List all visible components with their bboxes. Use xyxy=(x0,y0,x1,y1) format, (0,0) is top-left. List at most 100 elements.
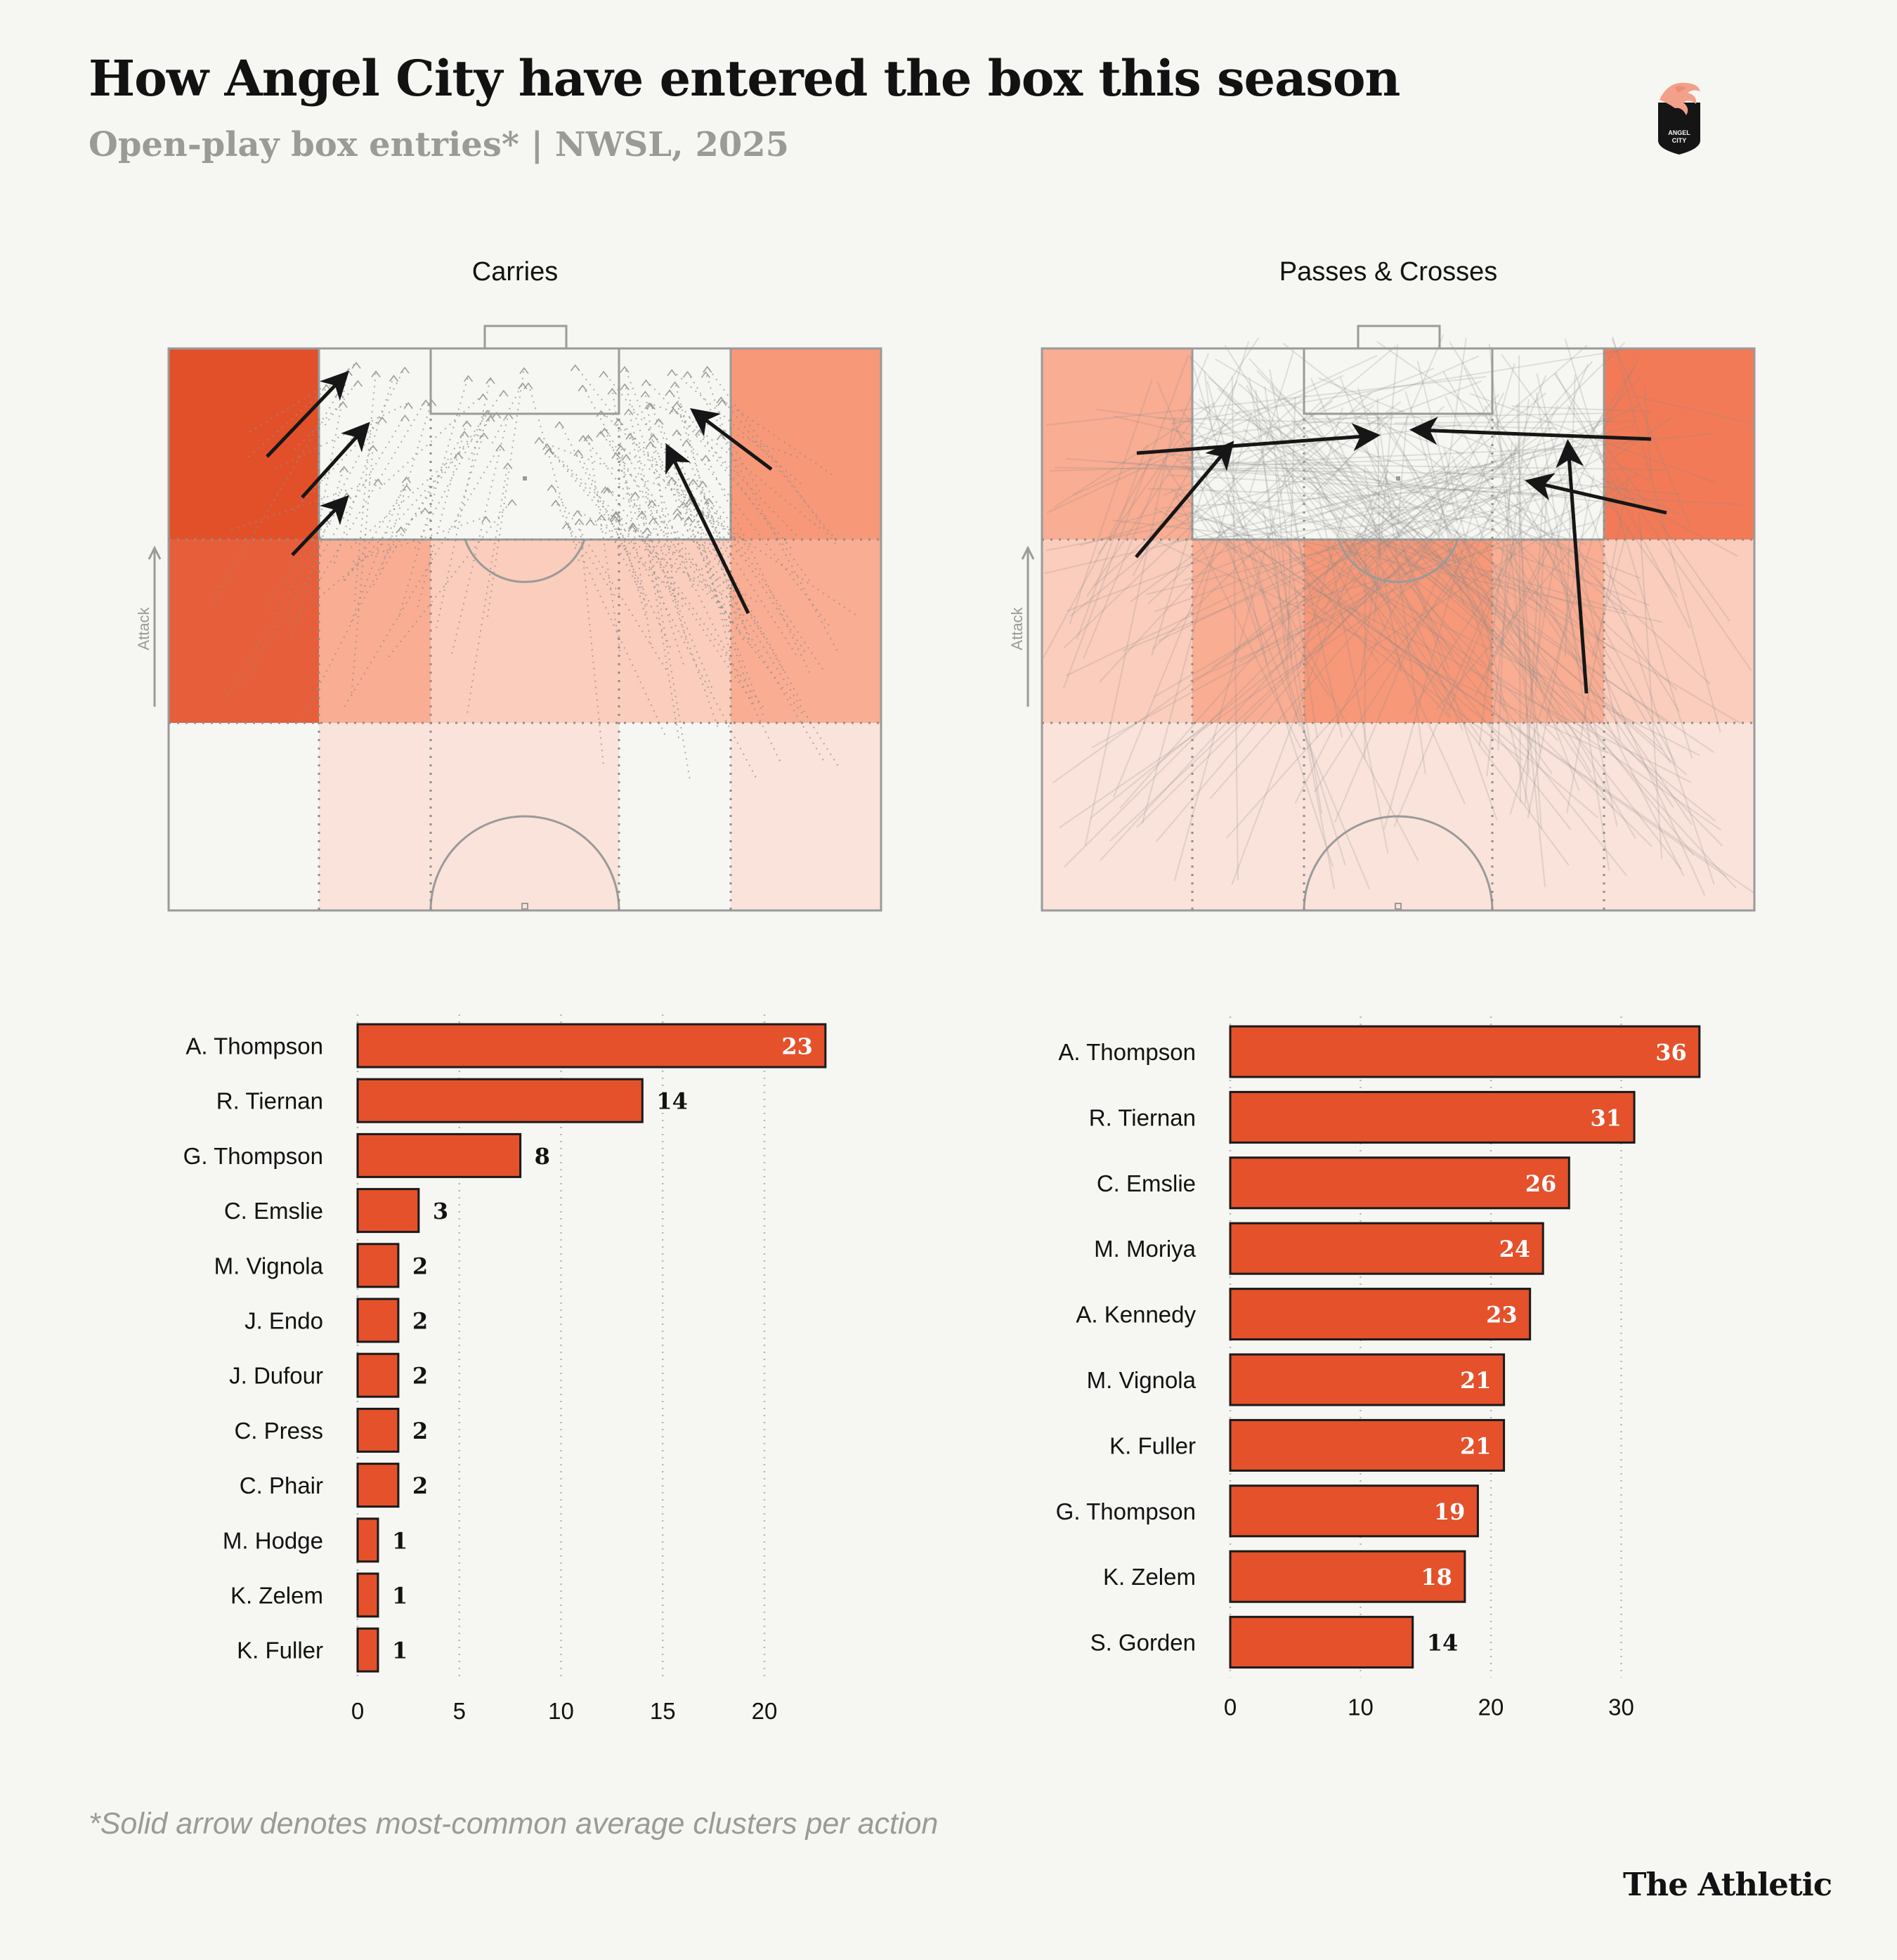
attack-label: Attack xyxy=(135,606,152,650)
heat-zone xyxy=(1604,348,1754,540)
data-label: 14 xyxy=(656,1088,688,1115)
svg-text:CITY: CITY xyxy=(1672,137,1687,144)
bar xyxy=(1229,1418,1506,1472)
cluster-arrow xyxy=(690,408,773,471)
data-label: 2 xyxy=(412,1363,428,1390)
cluster-arrow xyxy=(301,422,370,499)
heat-zone xyxy=(431,540,619,723)
category-label: M. Hodge xyxy=(223,1527,323,1553)
bar xyxy=(356,1188,420,1234)
passes-panel-title: Passes & Crosses xyxy=(1279,257,1498,287)
bar xyxy=(1229,1353,1506,1406)
category-label: K. Fuller xyxy=(1109,1432,1196,1458)
cluster-arrow xyxy=(1136,423,1381,455)
bar xyxy=(1229,1288,1532,1341)
category-label: K. Zelem xyxy=(230,1583,323,1609)
chart-title: How Angel City have entered the box this… xyxy=(89,49,1400,107)
cluster-arrow xyxy=(1135,440,1234,558)
bar xyxy=(356,1627,379,1673)
bar xyxy=(356,1078,644,1123)
data-label: 23 xyxy=(1486,1302,1518,1328)
category-label: G. Thompson xyxy=(183,1143,323,1169)
cluster-arrow xyxy=(1525,473,1667,515)
heat-zone xyxy=(1604,540,1754,723)
data-label: 2 xyxy=(412,1308,428,1335)
x-tick-label: 30 xyxy=(1608,1694,1634,1720)
category-label: M. Vignola xyxy=(1087,1367,1197,1393)
attack-arrow-head xyxy=(1021,545,1035,560)
data-label: 2 xyxy=(412,1472,428,1499)
category-label: J. Endo xyxy=(245,1308,323,1334)
category-label: K. Zelem xyxy=(1103,1564,1196,1590)
category-label: C. Emslie xyxy=(1097,1170,1196,1196)
data-label: 21 xyxy=(1460,1367,1492,1394)
x-tick-label: 10 xyxy=(548,1698,574,1724)
centre-spot xyxy=(1395,903,1402,910)
category-label: A. Thompson xyxy=(1058,1039,1196,1065)
cluster-arrow xyxy=(1409,417,1652,445)
category-label: J. Dufour xyxy=(229,1363,323,1389)
heat-zone xyxy=(169,723,319,910)
x-tick-label: 10 xyxy=(1348,1694,1374,1720)
data-label: 23 xyxy=(781,1033,813,1060)
category-label: M. Moriya xyxy=(1094,1236,1196,1262)
x-tick-label: 0 xyxy=(351,1698,364,1724)
heat-zone xyxy=(1192,723,1304,910)
heat-zone xyxy=(1042,723,1192,910)
category-label: A. Kennedy xyxy=(1076,1302,1196,1328)
category-label: C. Press xyxy=(234,1418,323,1444)
heat-zone xyxy=(1492,723,1604,910)
bar xyxy=(356,1023,827,1069)
bar xyxy=(356,1407,400,1453)
pitch-lines xyxy=(167,325,882,912)
data-label: 1 xyxy=(392,1638,408,1664)
category-label: G. Thompson xyxy=(1056,1498,1196,1524)
heat-zone xyxy=(1042,348,1192,540)
heat-zone xyxy=(731,723,881,910)
heat-zone xyxy=(319,723,431,910)
bar xyxy=(356,1352,400,1398)
penalty-arc xyxy=(1337,539,1459,583)
the-athletic-brand: The Athletic xyxy=(1623,1866,1832,1903)
category-label: C. Phair xyxy=(240,1472,323,1498)
heat-zone xyxy=(619,540,731,723)
category-label: R. Tiernan xyxy=(1089,1104,1196,1130)
cluster-arrow xyxy=(1556,439,1589,694)
pitch-carries: Attack xyxy=(135,325,882,912)
footnote: *Solid arrow denotes most-common average… xyxy=(89,1807,939,1841)
heat-zone xyxy=(1304,540,1492,723)
category-label: S. Gorden xyxy=(1090,1630,1196,1656)
pitch-lines xyxy=(1041,325,1756,912)
bar xyxy=(356,1132,522,1178)
goal xyxy=(1357,325,1441,350)
pitch-passes: Attack xyxy=(1008,325,1756,912)
heat-zone xyxy=(731,348,881,540)
cluster-arrows xyxy=(266,370,773,615)
penalty-arc xyxy=(464,539,586,583)
data-label: 19 xyxy=(1434,1498,1466,1525)
data-label: 3 xyxy=(433,1198,448,1224)
bar xyxy=(1229,1616,1414,1669)
heat-zone xyxy=(1042,540,1192,723)
attack-direction: Attack xyxy=(1008,545,1035,707)
bar xyxy=(356,1517,379,1563)
carries-bar-chart: 0 5 10 15 20A. Thompson 23R. Tiernan 14G. Thom… xyxy=(183,1014,827,1724)
x-tick-label: 20 xyxy=(752,1698,778,1724)
data-label: 36 xyxy=(1655,1039,1687,1066)
cluster-arrows xyxy=(1135,417,1667,694)
centre-spot xyxy=(521,903,528,910)
bar xyxy=(356,1298,400,1343)
svg-text:ANGEL: ANGEL xyxy=(1668,129,1690,136)
category-label: A. Thompson xyxy=(185,1033,323,1059)
data-label: 1 xyxy=(392,1583,408,1609)
heat-zone xyxy=(319,540,431,723)
data-label: 14 xyxy=(1427,1630,1459,1657)
data-label: 2 xyxy=(412,1418,428,1444)
category-label: K. Fuller xyxy=(237,1638,323,1664)
goal xyxy=(483,325,568,350)
penalty-spot xyxy=(523,476,527,481)
bar xyxy=(1229,1484,1479,1538)
heat-zone xyxy=(619,723,731,910)
x-tick-label: 0 xyxy=(1224,1694,1237,1720)
